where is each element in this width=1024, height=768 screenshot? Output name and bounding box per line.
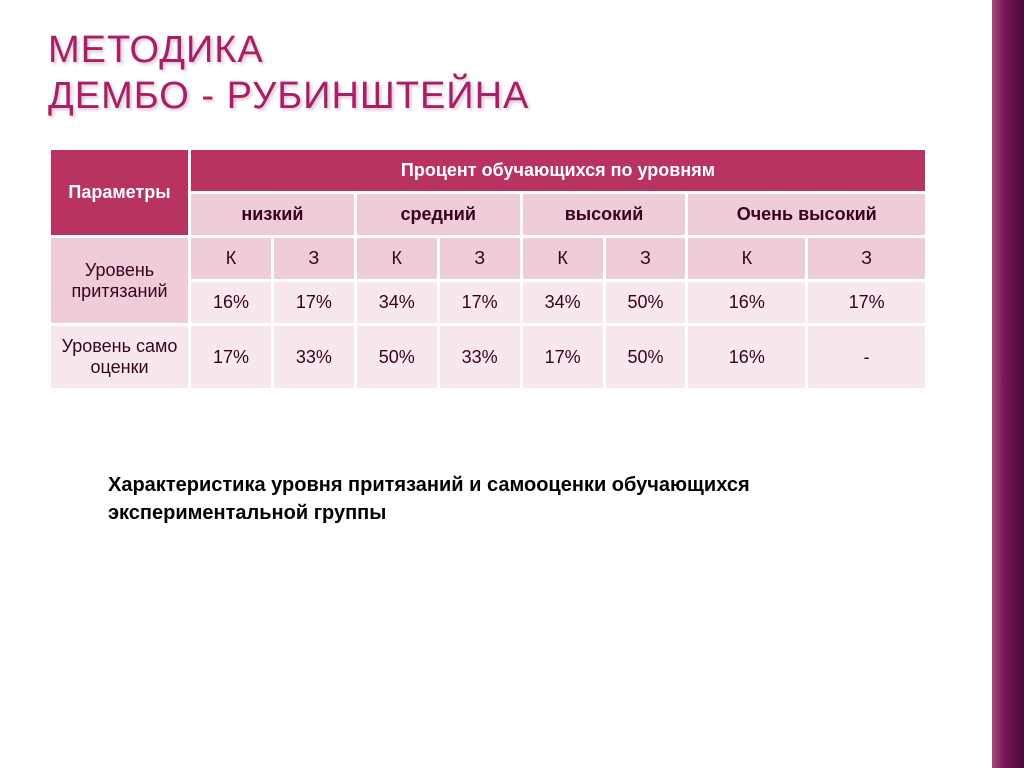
kz-cell: К [687, 237, 807, 281]
level-low: низкий [190, 193, 356, 237]
kz-cell: З [807, 237, 927, 281]
data-table: Параметры Процент обучающихся по уровням… [48, 147, 928, 391]
value-cell: 50% [604, 281, 687, 325]
kz-cell: К [355, 237, 438, 281]
caption: Характеристика уровня притязаний и самоо… [108, 471, 928, 527]
title-line-1: Методика [48, 28, 964, 74]
kz-cell: З [272, 237, 355, 281]
table-row: Уровень притязаний К З К З К З К З [50, 237, 927, 281]
value-cell: 17% [272, 281, 355, 325]
value-cell: 33% [272, 325, 355, 390]
param-cell: Уровень само оценки [50, 325, 190, 390]
value-cell: 16% [190, 281, 273, 325]
value-cell: 17% [438, 281, 521, 325]
kz-cell: К [521, 237, 604, 281]
kz-cell: З [604, 237, 687, 281]
slide-title: Методика Дембо - Рубинштейна [48, 28, 964, 119]
value-cell: 16% [687, 281, 807, 325]
value-cell: 34% [521, 281, 604, 325]
level-veryhigh: Очень высокий [687, 193, 927, 237]
value-cell: 17% [521, 325, 604, 390]
level-mid: средний [355, 193, 521, 237]
table-row: Уровень само оценки 17% 33% 50% 33% 17% … [50, 325, 927, 390]
col-group-header: Процент обучающихся по уровням [190, 149, 927, 193]
value-cell: 50% [604, 325, 687, 390]
title-line-2: Дембо - Рубинштейна [48, 74, 964, 120]
value-cell: 17% [190, 325, 273, 390]
value-cell: 16% [687, 325, 807, 390]
param-cell: Уровень притязаний [50, 237, 190, 325]
value-cell: 33% [438, 325, 521, 390]
value-cell: 17% [807, 281, 927, 325]
col-param-header: Параметры [50, 149, 190, 237]
value-cell: - [807, 325, 927, 390]
kz-cell: К [190, 237, 273, 281]
value-cell: 50% [355, 325, 438, 390]
slide: Методика Дембо - Рубинштейна Параметры П… [0, 0, 1024, 768]
value-cell: 34% [355, 281, 438, 325]
kz-cell: З [438, 237, 521, 281]
level-high: высокий [521, 193, 687, 237]
